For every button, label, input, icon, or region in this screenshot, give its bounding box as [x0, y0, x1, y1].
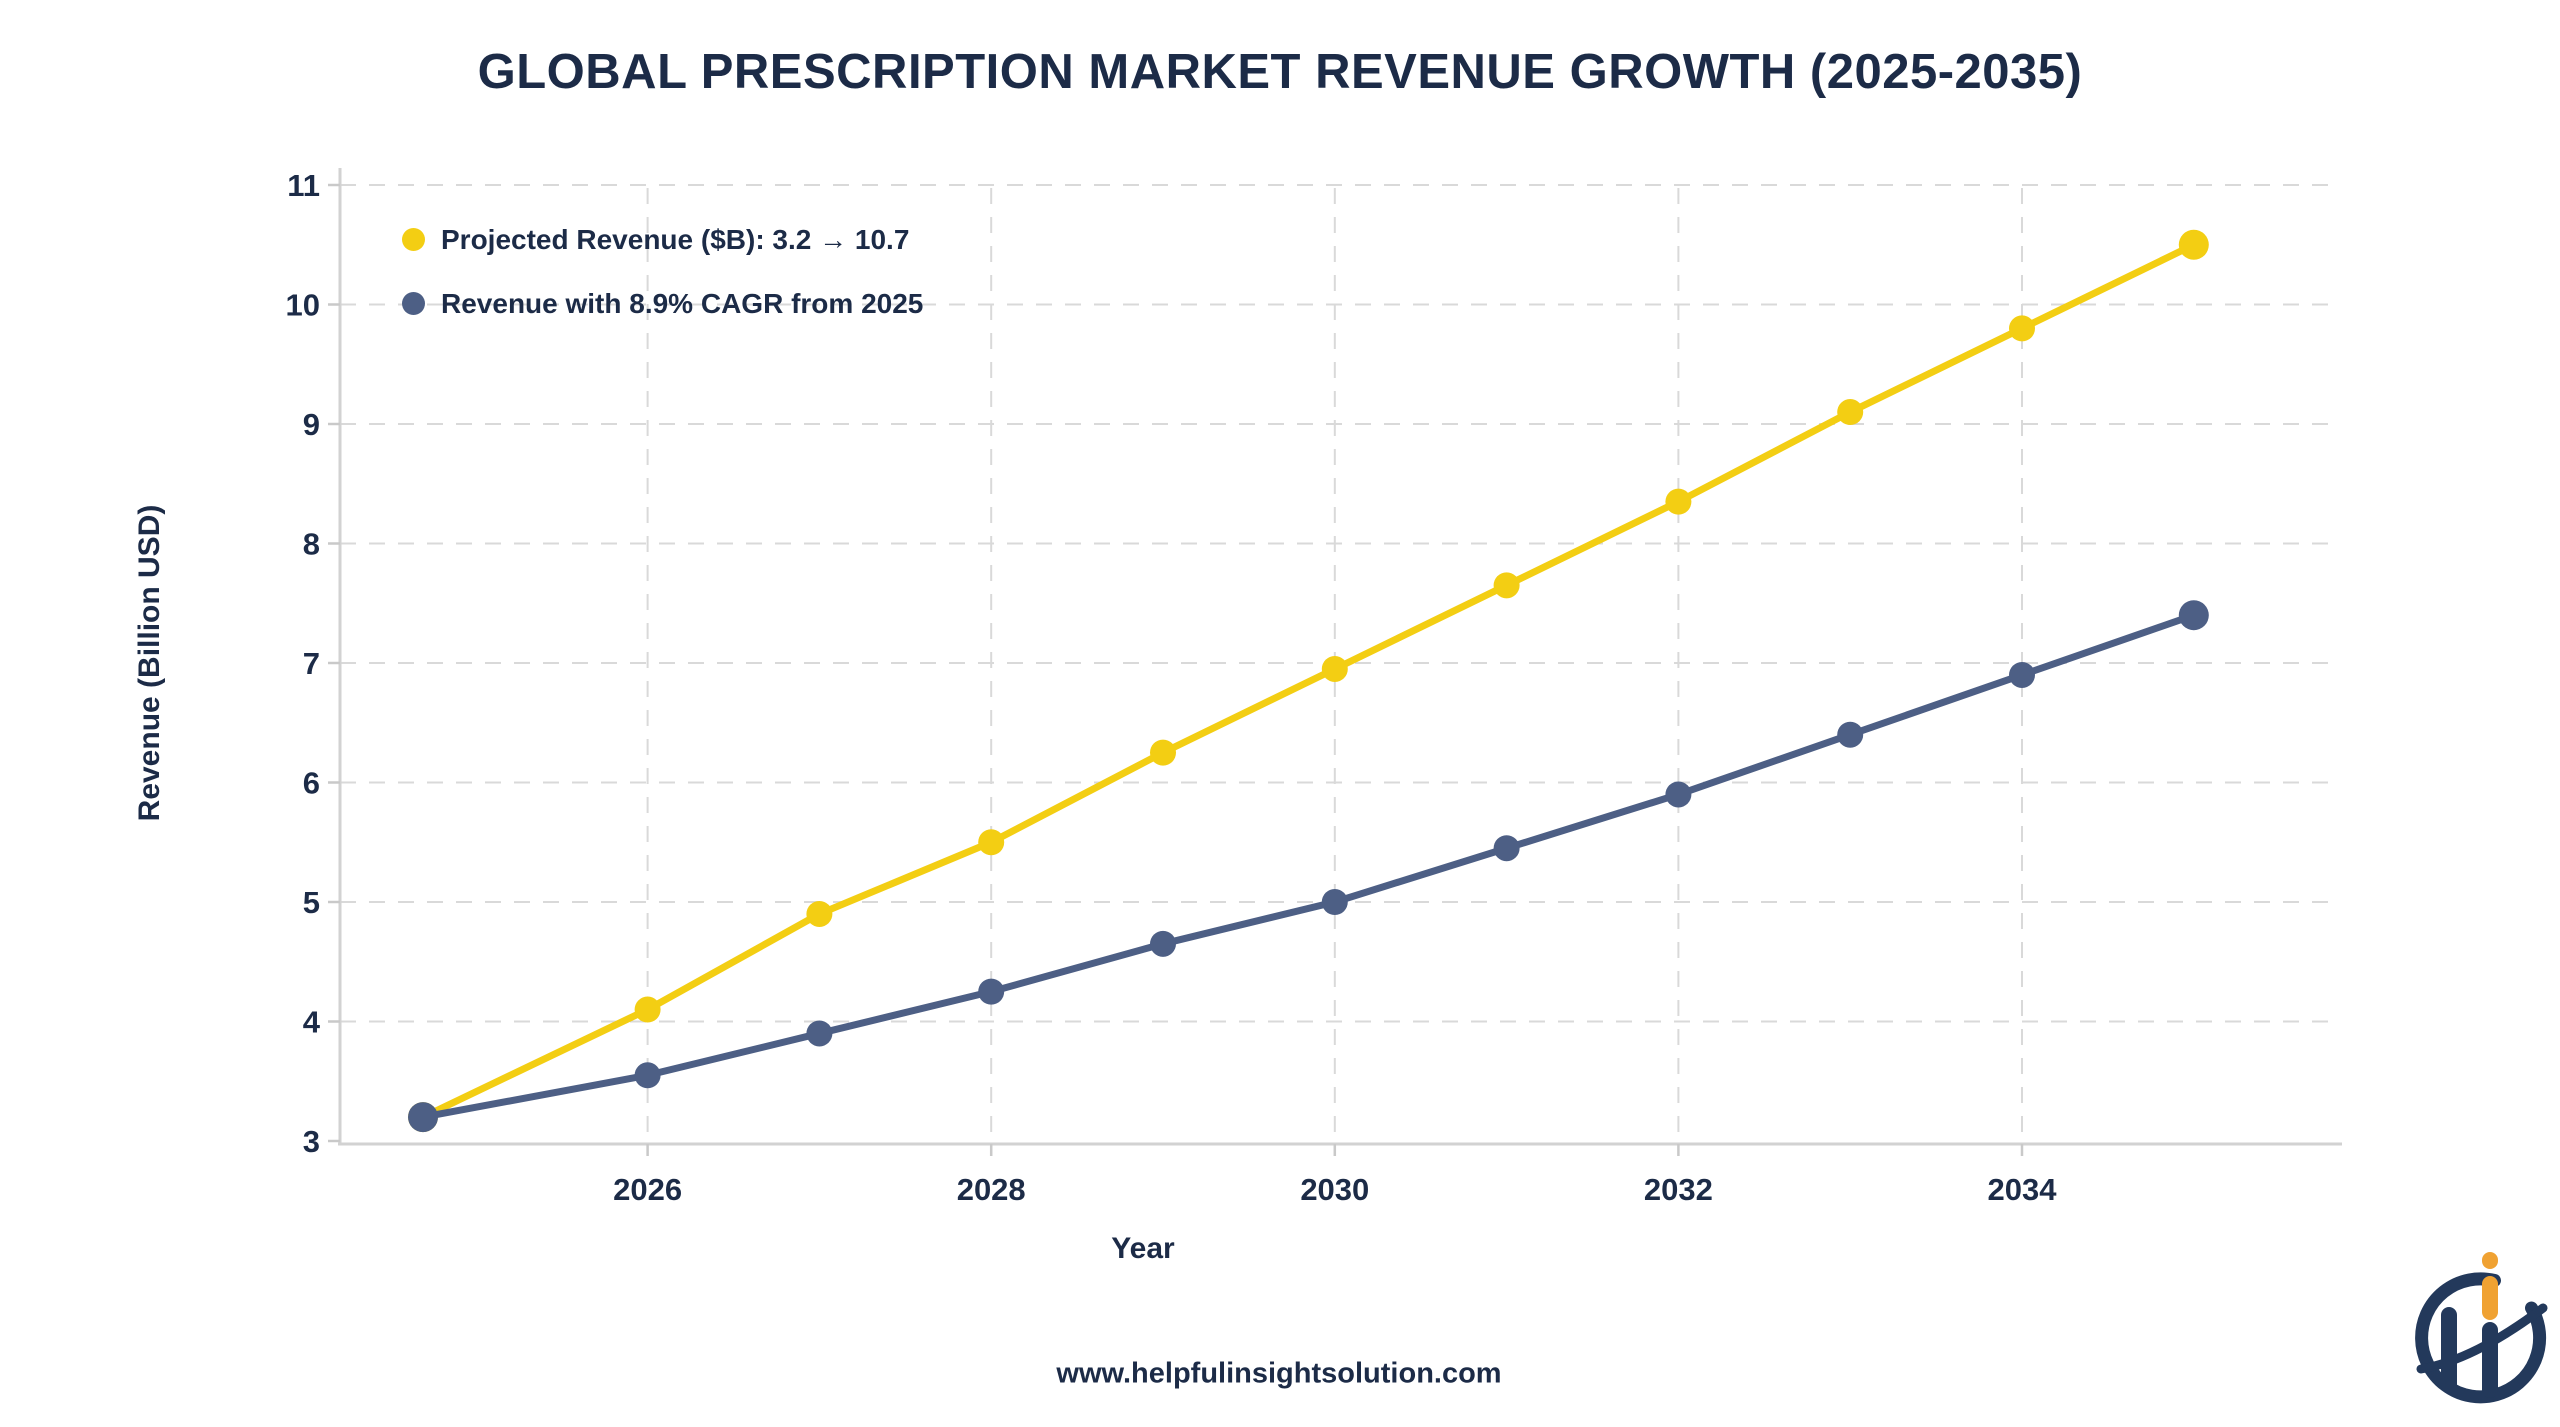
data-point-marker — [408, 1102, 438, 1133]
data-point-marker — [2178, 229, 2209, 260]
data-point-marker — [1493, 835, 1520, 862]
logo-i-dot-icon — [2482, 1252, 2498, 1269]
y-tick-label: 5 — [303, 885, 320, 920]
logo-swoosh-icon — [2416, 1303, 2548, 1374]
x-axis-tick-labels: 2026 2028 2030 2032 2034 — [613, 1172, 2057, 1207]
data-series — [408, 229, 2209, 1133]
data-point-marker — [2178, 600, 2209, 631]
data-point-marker — [806, 1020, 833, 1047]
data-point-marker — [1665, 488, 1692, 515]
x-tick-label: 2030 — [1300, 1172, 1369, 1207]
brand-logo — [2415, 1252, 2548, 1404]
y-tick-label: 8 — [303, 527, 320, 562]
legend: Projected Revenue ($B): 3.2 → 10.7 Revenu… — [402, 224, 923, 319]
legend-dot-icon — [402, 228, 425, 251]
legend-label: Projected Revenue ($B): 3.2 → 10.7 — [441, 223, 910, 255]
y-axis-tick-labels: 3 4 5 6 7 8 9 10 11 — [286, 168, 321, 1159]
logo-i-stem-icon — [2482, 1276, 2498, 1320]
data-point-marker — [1321, 889, 1348, 915]
axis-spines — [338, 168, 2342, 1146]
legend-label: Revenue with 8.9% CAGR from 2025 — [441, 287, 924, 319]
legend-item-projected: Projected Revenue ($B): 3.2 → 10.7 — [402, 224, 923, 255]
y-tick-label: 4 — [303, 1005, 321, 1040]
series-line-cagr — [419, 611, 2198, 1121]
data-point-marker — [634, 1062, 661, 1089]
y-tick-label: 9 — [303, 407, 320, 442]
logo-ring-icon — [2415, 1272, 2547, 1404]
data-point-marker — [2009, 661, 2035, 688]
x-tick-label: 2034 — [1988, 1172, 2058, 1207]
series-line-projected — [419, 241, 2198, 1121]
axis-tick-marks — [328, 183, 2024, 1156]
data-point-marker — [978, 829, 1005, 856]
data-point-marker — [978, 978, 1005, 1005]
logo-h-right-bar — [2482, 1322, 2498, 1398]
data-point-marker — [1665, 781, 1692, 808]
y-axis-title: Revenue (Billion USD) — [133, 504, 166, 822]
y-tick-label: 7 — [303, 646, 320, 681]
x-tick-label: 2028 — [957, 1172, 1026, 1207]
x-axis-title: Year — [1111, 1232, 1175, 1265]
logo-h-left-bar — [2441, 1307, 2457, 1393]
y-tick-label: 3 — [303, 1124, 320, 1159]
x-tick-label: 2032 — [1644, 1172, 1713, 1207]
y-tick-label: 6 — [303, 766, 320, 801]
data-point-marker — [634, 996, 661, 1023]
website-url: www.helpfulinsightsolution.com — [1056, 1357, 1502, 1390]
data-point-marker — [806, 900, 833, 927]
data-point-marker — [1493, 572, 1520, 599]
data-point-marker — [1837, 721, 1864, 748]
x-tick-label: 2026 — [613, 1172, 682, 1207]
legend-dot-icon — [402, 292, 425, 315]
data-point-marker — [1150, 739, 1176, 766]
data-point-marker — [1150, 930, 1176, 957]
legend-item-cagr: Revenue with 8.9% CAGR from 2025 — [402, 288, 923, 319]
y-tick-label: 10 — [286, 288, 320, 323]
chart-title: GLOBAL PRESCRIPTION MARKET REVENUE GROWT… — [477, 45, 2083, 99]
data-point-marker — [1321, 655, 1348, 682]
data-point-marker — [1837, 399, 1864, 426]
y-tick-label: 11 — [287, 168, 320, 203]
data-point-marker — [2009, 315, 2035, 342]
